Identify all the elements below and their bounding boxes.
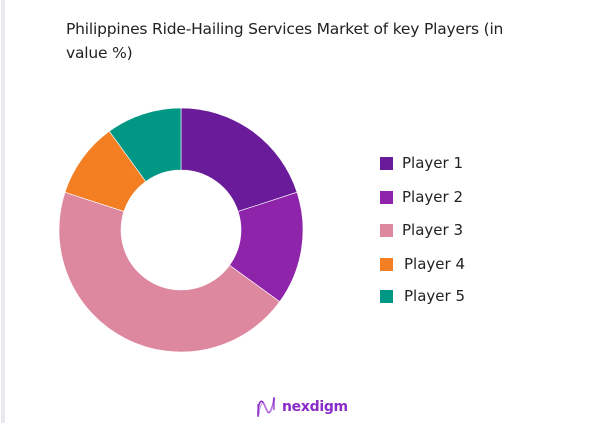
nexdigm-wave-logo-icon [257,397,276,417]
legend-swatch [380,289,393,303]
donut-slice-player-5 [108,107,182,182]
legend-item-player-3: Player 3 [380,220,463,240]
donut-slice-player-3 [58,191,281,353]
legend-item-player-1: Player 1 [380,153,463,173]
legend-swatch [380,223,393,237]
chart-title: Philippines Ride-Hailing Services Market… [66,20,504,62]
brand-logo: nexdigm [256,396,348,418]
legend-swatch [380,190,393,204]
legend-item-player-4: Player 4 [380,254,465,274]
legend-item-player-5: Player 5 [380,286,465,306]
donut-slice-player-1 [180,107,298,212]
legend-label: Player 4 [404,255,465,273]
legend-label: Player 1 [402,154,463,172]
left-border-rule [1,0,5,423]
brand-name: nexdigm [282,399,348,415]
legend-label: Player 2 [402,188,463,206]
legend-label: Player 3 [402,221,463,239]
legend-label: Player 5 [404,287,465,305]
legend-swatch [380,257,393,271]
legend-item-player-2: Player 2 [380,187,463,207]
legend-swatch [380,156,393,170]
